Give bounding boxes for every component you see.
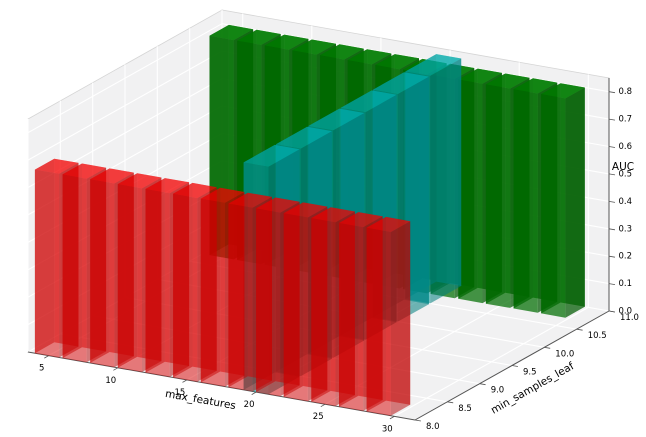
svg-text:9.0: 9.0	[491, 386, 505, 396]
svg-text:30: 30	[382, 424, 393, 434]
svg-text:8.0: 8.0	[426, 422, 440, 432]
svg-text:11.0: 11.0	[620, 313, 639, 323]
svg-text:20: 20	[244, 400, 255, 410]
svg-text:10.0: 10.0	[555, 349, 574, 359]
svg-text:0.1: 0.1	[619, 279, 633, 289]
svg-text:0.8: 0.8	[619, 87, 633, 97]
svg-text:25: 25	[313, 412, 324, 422]
svg-text:0.5: 0.5	[619, 169, 633, 179]
z-axis-ticks: 0.0 0.1 0.2 0.3 0.4 0.5 0.6 0.7 0.8	[608, 87, 633, 317]
svg-text:0.3: 0.3	[619, 224, 633, 234]
svg-text:0.2: 0.2	[619, 252, 633, 262]
bars-series-red	[34, 158, 411, 416]
svg-text:0.7: 0.7	[619, 115, 633, 125]
x-axis-ticks: 5 10 15 20 25 30	[39, 355, 395, 434]
svg-text:9.5: 9.5	[523, 368, 537, 378]
svg-text:0.4: 0.4	[619, 197, 633, 207]
svg-text:0.6: 0.6	[619, 142, 633, 152]
svg-text:10: 10	[105, 376, 116, 386]
svg-text:8.5: 8.5	[458, 404, 472, 414]
z-axis-label: AUC	[612, 161, 634, 173]
svg-text:10.5: 10.5	[588, 331, 607, 341]
svg-text:5: 5	[39, 364, 44, 374]
svg-text:AUC: AUC	[612, 161, 634, 173]
svg-text:0.0: 0.0	[619, 307, 633, 317]
svg-text:15: 15	[174, 388, 185, 398]
